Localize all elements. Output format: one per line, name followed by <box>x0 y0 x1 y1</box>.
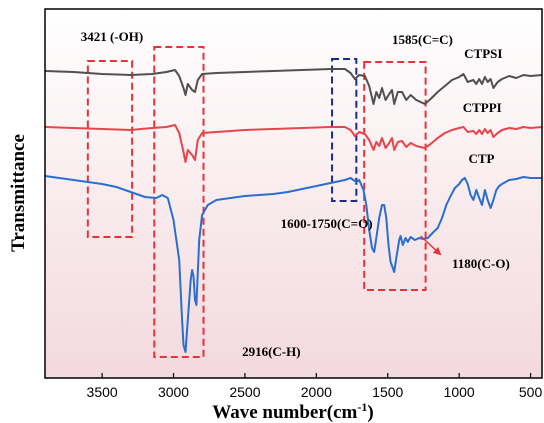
annotation-arrows <box>420 235 442 256</box>
highlight-box-3 <box>363 61 427 291</box>
highlight-boxes <box>86 46 427 358</box>
annotation-label-1: 1585(C=C) <box>392 32 453 47</box>
highlight-box-2 <box>331 58 358 202</box>
annotation-label-6: 1180(C-O) <box>452 256 510 271</box>
series-line-ctppi <box>44 124 543 163</box>
x-tick-label-3000: 3000 <box>158 384 189 400</box>
annotation-label-7: 2916(C-H) <box>242 344 301 359</box>
annotation-label-5: 1600-1750(C=O) <box>281 216 373 231</box>
plot-background <box>45 9 542 378</box>
series-line-ctpsi <box>44 68 543 105</box>
plot-frame <box>44 8 543 379</box>
x-tick-label-1000: 1000 <box>444 384 475 400</box>
annotation-label-0: 3421 (-OH) <box>81 29 143 44</box>
spectra-series <box>44 68 543 353</box>
x-axis-label: Wave number(cm-1) <box>212 400 373 423</box>
x-tick-label-2000: 2000 <box>301 384 332 400</box>
x-tick-label-2500: 2500 <box>229 384 260 400</box>
annotation-label-2: CTPSI <box>464 46 502 61</box>
x-axis-label-sup: -1 <box>357 400 367 414</box>
annotation-label-3: CTPPI <box>463 100 502 115</box>
series-line-ctp <box>44 175 542 353</box>
annotations: 3421 (-OH) 1585(C=C) CTPSI CTPPI CTP 1600-175… <box>81 29 510 359</box>
y-axis-label: Transmittance <box>8 134 29 252</box>
x-tick-label-500: 500 <box>519 384 543 400</box>
annotation-arrow-0 <box>420 235 442 256</box>
annotation-label-4: CTP <box>468 151 494 166</box>
highlight-box-0 <box>86 60 134 238</box>
x-axis-ticks: 3500 3000 2500 2000 1500 1000 500 <box>87 373 543 400</box>
x-tick-label-1500: 1500 <box>372 384 403 400</box>
x-tick-label-3500: 3500 <box>87 384 118 400</box>
highlight-box-1 <box>153 46 205 358</box>
